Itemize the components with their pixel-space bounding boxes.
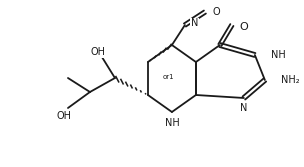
Text: NH: NH bbox=[164, 118, 179, 128]
Text: O: O bbox=[240, 22, 248, 32]
Text: or1: or1 bbox=[163, 74, 174, 80]
Text: NH: NH bbox=[271, 50, 286, 60]
Text: OH: OH bbox=[57, 111, 71, 121]
Text: N: N bbox=[240, 103, 247, 113]
Text: NH₂: NH₂ bbox=[281, 75, 299, 85]
Text: OH: OH bbox=[91, 47, 105, 57]
Text: O: O bbox=[213, 7, 220, 17]
Text: N: N bbox=[191, 18, 198, 28]
